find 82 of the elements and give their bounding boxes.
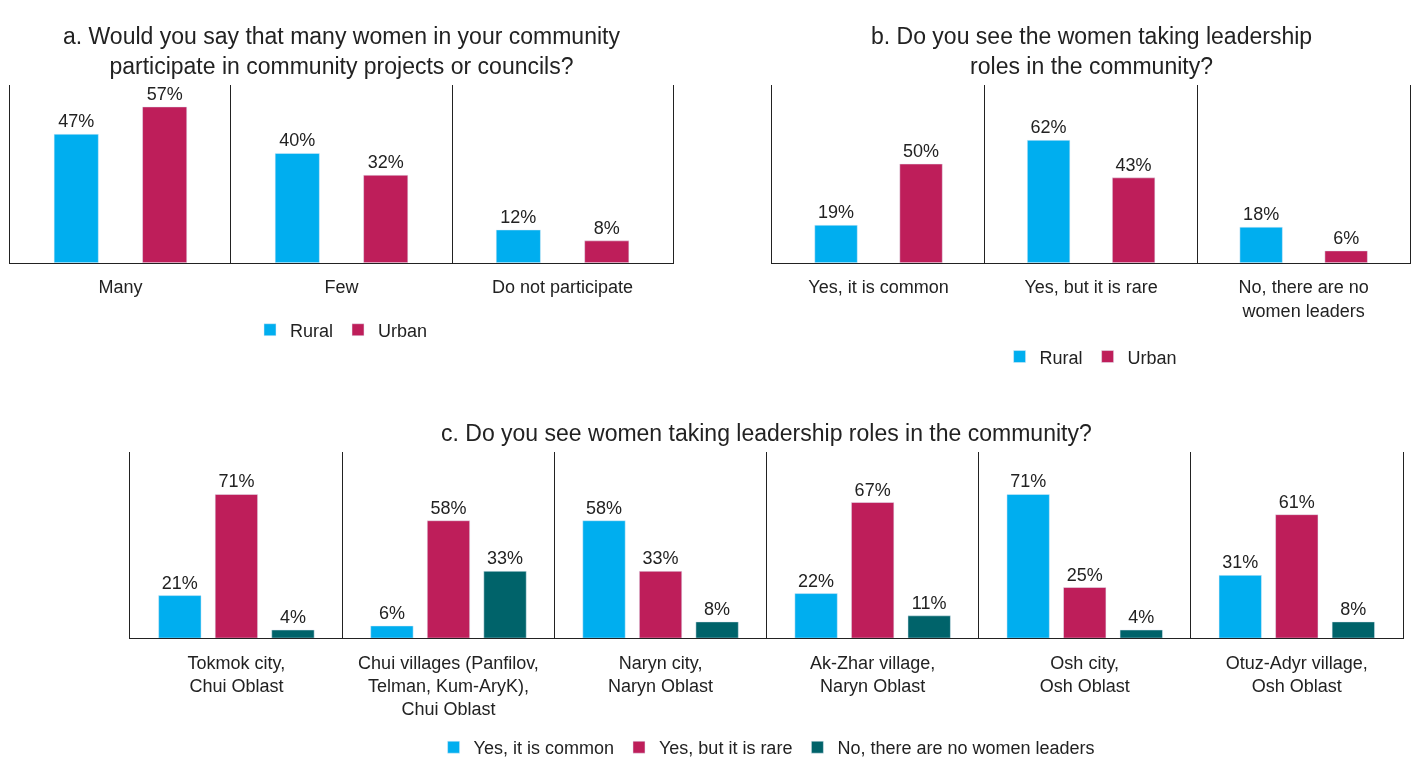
data-label: 6% — [378, 602, 405, 623]
data-label: 43% — [1115, 154, 1152, 175]
data-label: 71% — [1010, 471, 1047, 492]
data-label: 6% — [1333, 227, 1360, 248]
data-label: 4% — [1128, 606, 1155, 627]
x-tick-label: Ak-Zhar village, Naryn Oblast — [810, 652, 936, 697]
legend-label: Yes, but it is rare — [658, 738, 793, 759]
bar — [794, 593, 838, 639]
data-label: 19% — [818, 202, 855, 223]
data-label: 47% — [58, 111, 95, 132]
data-label: 22% — [798, 570, 835, 591]
x-tick-label: Tokmok city, Chui Oblast — [187, 652, 286, 697]
bar — [142, 106, 188, 263]
data-label: 58% — [585, 497, 623, 518]
bar — [483, 571, 527, 639]
chart-title: c. Do you see women taking leadership roles in the community? — [441, 420, 1092, 446]
x-tick-label: Many — [98, 277, 143, 298]
data-label: 61% — [1278, 491, 1315, 512]
bar — [1027, 140, 1071, 263]
data-label: 8% — [593, 217, 620, 238]
bar — [907, 615, 951, 639]
data-label: 33% — [487, 548, 524, 569]
bar — [695, 621, 739, 639]
bar — [274, 153, 320, 263]
legend-label: Rural — [1039, 347, 1083, 368]
legend-label: Yes, it is common — [473, 738, 614, 759]
data-label: 12% — [500, 206, 537, 227]
data-label: 40% — [279, 130, 316, 151]
bar — [1324, 250, 1368, 263]
data-label: 32% — [367, 152, 404, 173]
bar — [271, 629, 315, 639]
x-tick-label: Yes, but it is rare — [1024, 277, 1158, 298]
data-label: 67% — [854, 479, 891, 500]
data-label: 33% — [642, 548, 679, 569]
bar — [1063, 587, 1107, 639]
data-label: 11% — [911, 592, 947, 613]
data-label: 50% — [903, 141, 940, 162]
legend-label: Urban — [378, 320, 428, 341]
bar — [639, 571, 683, 639]
data-label: 21% — [161, 572, 198, 593]
data-label: 4% — [279, 606, 306, 627]
bar — [899, 163, 943, 263]
x-tick-label: No, there are no women leaders — [1238, 277, 1369, 321]
bar — [1112, 177, 1156, 263]
data-label: 71% — [218, 471, 255, 492]
bar — [53, 133, 99, 263]
bar — [584, 240, 630, 263]
data-label: 62% — [1030, 117, 1067, 138]
data-label: 31% — [1222, 552, 1259, 573]
data-label: 18% — [1243, 204, 1280, 225]
legend-label: Rural — [290, 320, 334, 341]
data-label: 8% — [1340, 598, 1367, 619]
x-tick-label: Otuz-Adyr village, Osh Oblast — [1225, 652, 1368, 697]
bar — [427, 520, 470, 639]
bar — [851, 502, 895, 639]
bar — [1331, 621, 1375, 639]
bar — [1275, 514, 1319, 639]
bar — [495, 229, 541, 263]
legend-label: No, there are no women leaders — [837, 738, 1095, 759]
bar — [370, 625, 414, 639]
bar — [1239, 226, 1283, 263]
bar — [214, 494, 258, 639]
data-label: 58% — [430, 497, 467, 518]
x-tick-label: Chui villages (Panfilov, Telman, Kum-AryK), Chui Oblast — [358, 652, 539, 720]
bar — [1218, 575, 1262, 639]
chart-title: a. Would you say that many women in your community participate in community projects or councils? — [63, 23, 621, 79]
bar — [158, 595, 202, 639]
chart-title: b. Do you see the women taking leadership roles in the community? — [871, 23, 1313, 79]
x-tick-label: Do not participate — [492, 277, 634, 298]
data-label: 25% — [1066, 564, 1103, 585]
data-label: 57% — [146, 83, 183, 104]
bar — [1006, 494, 1050, 639]
x-tick-label: Osh city, Osh Oblast — [1039, 652, 1130, 697]
bar — [363, 175, 409, 263]
legend-label: Urban — [1127, 347, 1177, 368]
bar — [582, 520, 626, 639]
x-tick-label: Yes, it is common — [808, 277, 949, 298]
x-tick-label: Few — [324, 277, 360, 298]
x-tick-label: Naryn city, Naryn Oblast — [608, 652, 714, 697]
bar — [1119, 629, 1163, 639]
data-label: 8% — [704, 598, 731, 619]
bar — [814, 224, 858, 263]
